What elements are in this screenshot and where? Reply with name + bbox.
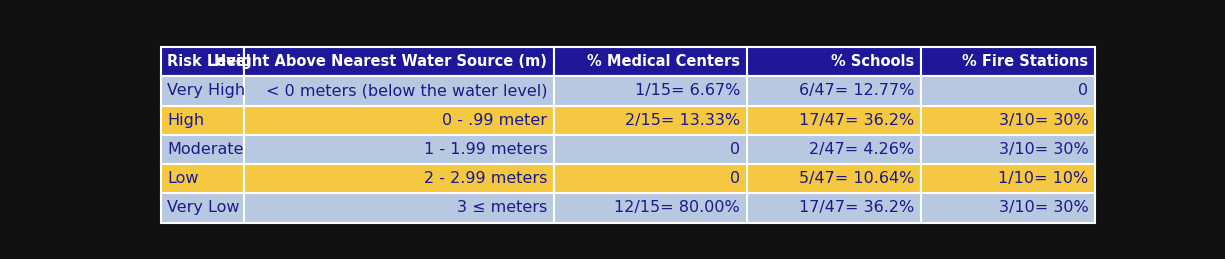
Bar: [747, 105, 921, 135]
Text: % Schools: % Schools: [831, 54, 914, 69]
Text: High: High: [168, 113, 205, 128]
Bar: [244, 76, 554, 105]
Bar: [747, 193, 921, 222]
Bar: [160, 76, 244, 105]
Text: Height Above Nearest Water Source (m): Height Above Nearest Water Source (m): [214, 54, 548, 69]
Bar: [160, 105, 244, 135]
Text: Very High: Very High: [168, 83, 245, 98]
Bar: [554, 76, 747, 105]
Bar: [160, 164, 244, 193]
Bar: [747, 164, 921, 193]
Text: 5/47= 10.64%: 5/47= 10.64%: [799, 171, 914, 186]
Bar: [747, 76, 921, 105]
Bar: [244, 164, 554, 193]
Text: 1/10= 10%: 1/10= 10%: [998, 171, 1088, 186]
Bar: [747, 135, 921, 164]
Text: Low: Low: [168, 171, 198, 186]
Text: Very Low: Very Low: [168, 200, 240, 215]
Text: Moderate: Moderate: [168, 142, 244, 157]
Text: 3/10= 30%: 3/10= 30%: [998, 200, 1088, 215]
Text: 6/47= 12.77%: 6/47= 12.77%: [799, 83, 914, 98]
Bar: [244, 105, 554, 135]
Bar: [921, 135, 1095, 164]
Bar: [244, 193, 554, 222]
Bar: [554, 135, 747, 164]
Text: 17/47= 36.2%: 17/47= 36.2%: [799, 113, 914, 128]
Text: 2 - 2.99 meters: 2 - 2.99 meters: [424, 171, 548, 186]
Text: 1/15= 6.67%: 1/15= 6.67%: [635, 83, 740, 98]
Text: 12/15= 80.00%: 12/15= 80.00%: [615, 200, 740, 215]
Text: 0: 0: [1078, 83, 1088, 98]
Bar: [160, 193, 244, 222]
Text: % Fire Stations: % Fire Stations: [962, 54, 1088, 69]
Text: Risk Level: Risk Level: [168, 54, 251, 69]
Bar: [921, 76, 1095, 105]
Text: 0 - .99 meter: 0 - .99 meter: [442, 113, 548, 128]
Text: 1 - 1.99 meters: 1 - 1.99 meters: [424, 142, 548, 157]
Text: 3 ≤ meters: 3 ≤ meters: [457, 200, 548, 215]
Bar: [921, 47, 1095, 76]
Text: 0: 0: [730, 142, 740, 157]
Text: % Medical Centers: % Medical Centers: [587, 54, 740, 69]
Bar: [244, 47, 554, 76]
Bar: [554, 105, 747, 135]
Bar: [921, 193, 1095, 222]
Bar: [747, 47, 921, 76]
Text: 2/47= 4.26%: 2/47= 4.26%: [808, 142, 914, 157]
Bar: [244, 135, 554, 164]
Text: 3/10= 30%: 3/10= 30%: [998, 113, 1088, 128]
Bar: [160, 135, 244, 164]
Bar: [160, 47, 244, 76]
Bar: [554, 164, 747, 193]
Bar: [554, 193, 747, 222]
Text: 17/47= 36.2%: 17/47= 36.2%: [799, 200, 914, 215]
Bar: [554, 47, 747, 76]
Bar: [921, 164, 1095, 193]
Bar: [921, 105, 1095, 135]
Text: 0: 0: [730, 171, 740, 186]
Text: 3/10= 30%: 3/10= 30%: [998, 142, 1088, 157]
Text: 2/15= 13.33%: 2/15= 13.33%: [625, 113, 740, 128]
Text: < 0 meters (below the water level): < 0 meters (below the water level): [266, 83, 548, 98]
